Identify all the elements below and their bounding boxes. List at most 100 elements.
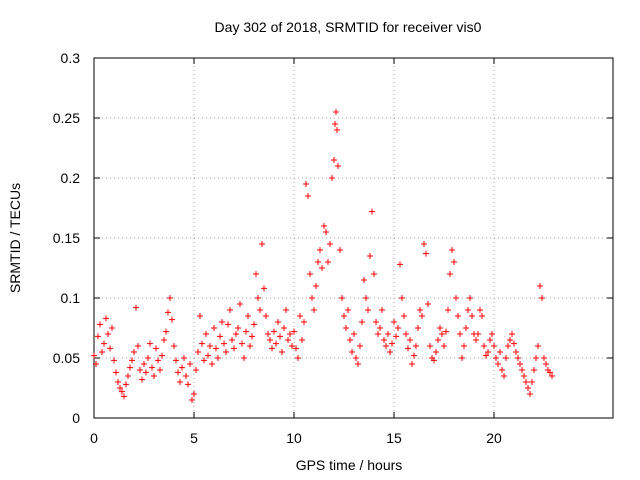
data-point bbox=[457, 331, 463, 337]
data-point bbox=[333, 109, 339, 115]
data-point bbox=[145, 355, 151, 361]
data-point bbox=[313, 283, 319, 289]
data-point bbox=[93, 361, 99, 367]
data-point bbox=[529, 379, 535, 385]
data-point bbox=[265, 331, 271, 337]
data-point bbox=[363, 295, 369, 301]
data-point bbox=[331, 157, 337, 163]
data-point bbox=[473, 337, 479, 343]
y-tick-label: 0.25 bbox=[53, 110, 80, 126]
data-point bbox=[193, 367, 199, 373]
y-tick-label: 0.15 bbox=[53, 230, 80, 246]
data-point bbox=[417, 307, 423, 313]
data-point bbox=[271, 328, 277, 335]
data-point bbox=[257, 307, 263, 313]
data-point bbox=[431, 357, 437, 364]
plot-frame bbox=[93, 57, 614, 419]
data-point bbox=[185, 381, 191, 388]
data-point bbox=[201, 357, 207, 364]
data-point bbox=[531, 367, 537, 373]
data-point bbox=[237, 301, 243, 307]
data-point bbox=[317, 247, 323, 253]
data-point bbox=[517, 361, 523, 367]
data-point bbox=[483, 352, 489, 359]
data-point bbox=[537, 283, 543, 289]
data-point bbox=[449, 247, 455, 253]
data-point bbox=[361, 277, 367, 283]
data-point bbox=[263, 313, 269, 319]
data-point bbox=[303, 181, 309, 187]
data-point bbox=[99, 349, 105, 355]
data-point bbox=[343, 325, 349, 331]
data-point bbox=[409, 361, 415, 367]
x-tick-label: 0 bbox=[90, 430, 98, 446]
data-point bbox=[325, 259, 331, 265]
data-point bbox=[423, 250, 429, 257]
data-point bbox=[475, 331, 481, 337]
data-point bbox=[419, 313, 425, 319]
data-point bbox=[385, 331, 391, 337]
y-tick-label: 0.1 bbox=[61, 290, 81, 306]
data-point bbox=[347, 337, 353, 343]
data-point bbox=[469, 313, 475, 319]
data-point bbox=[369, 208, 375, 215]
data-point bbox=[249, 333, 255, 340]
data-point bbox=[487, 337, 493, 343]
data-point bbox=[505, 343, 511, 349]
data-point bbox=[445, 307, 451, 313]
data-point bbox=[435, 337, 441, 343]
data-point bbox=[395, 325, 401, 331]
data-point bbox=[227, 307, 233, 313]
data-point bbox=[297, 313, 303, 319]
data-point bbox=[489, 331, 495, 337]
chart-title: Day 302 of 2018, SRMTID for receiver vis… bbox=[215, 19, 482, 35]
data-point bbox=[357, 343, 363, 349]
data-point bbox=[539, 295, 545, 301]
data-point bbox=[213, 345, 219, 352]
data-point bbox=[155, 357, 161, 364]
data-point bbox=[141, 361, 147, 367]
data-point bbox=[275, 319, 281, 325]
data-point bbox=[367, 253, 373, 259]
data-point bbox=[497, 349, 503, 355]
data-point bbox=[219, 319, 225, 325]
data-point bbox=[379, 307, 385, 313]
data-point bbox=[149, 364, 155, 371]
data-point bbox=[95, 333, 101, 340]
data-point bbox=[269, 345, 275, 352]
data-point bbox=[117, 385, 123, 391]
data-point bbox=[353, 355, 359, 361]
data-point bbox=[463, 325, 469, 331]
data-point bbox=[321, 223, 327, 229]
data-point bbox=[345, 307, 351, 313]
data-point bbox=[295, 355, 301, 361]
data-point bbox=[107, 345, 113, 352]
data-point bbox=[327, 241, 333, 247]
data-point bbox=[339, 295, 345, 301]
data-point bbox=[125, 373, 131, 379]
data-point bbox=[285, 337, 291, 343]
grid-lines bbox=[94, 58, 613, 418]
y-tick-label: 0.3 bbox=[61, 50, 81, 66]
data-point bbox=[403, 331, 409, 337]
data-point bbox=[239, 340, 245, 347]
data-point bbox=[383, 343, 389, 349]
data-point bbox=[187, 361, 193, 367]
data-point bbox=[121, 393, 127, 400]
data-point bbox=[355, 361, 361, 367]
data-point bbox=[113, 369, 119, 376]
y-tick-labels: 0 0.05 0.1 0.15 0.2 0.25 0.3 bbox=[53, 50, 80, 426]
data-point bbox=[455, 313, 461, 319]
data-point bbox=[421, 241, 427, 247]
data-point bbox=[443, 328, 449, 335]
data-point bbox=[231, 345, 237, 352]
data-point bbox=[425, 301, 431, 307]
data-point bbox=[397, 261, 403, 268]
data-point bbox=[329, 175, 335, 181]
data-point bbox=[371, 271, 377, 277]
data-point bbox=[481, 343, 487, 349]
data-point bbox=[139, 376, 145, 383]
x-tick-label: 20 bbox=[486, 430, 502, 446]
data-point bbox=[381, 337, 387, 343]
data-point bbox=[277, 333, 283, 340]
